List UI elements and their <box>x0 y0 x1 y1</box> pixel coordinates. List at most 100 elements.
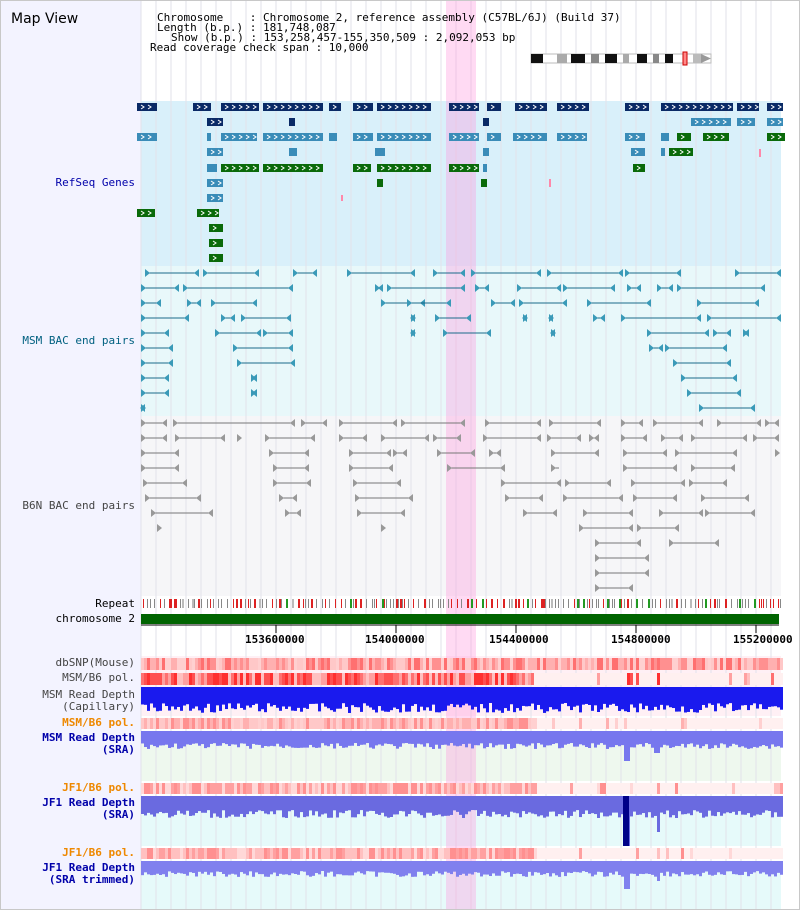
read-depth-bin <box>762 861 765 873</box>
jf1-read-depth-sra-label-1[interactable]: JF1 Read Depth <box>42 796 135 809</box>
refseq-genes-label[interactable]: RefSeq Genes <box>55 176 135 189</box>
polymorphism-bin <box>507 783 510 794</box>
polymorphism-bin <box>456 783 459 794</box>
polymorphism-bin <box>204 783 207 794</box>
polymorphism-bin <box>261 718 264 729</box>
jf1-read-depth-trimmed-label-1[interactable]: JF1 Read Depth <box>42 861 135 874</box>
polymorphism-bin <box>198 783 201 794</box>
jf1-b6-pol-trimmed-label[interactable]: JF1/B6 pol. <box>62 846 135 859</box>
arrow-marker <box>633 494 638 502</box>
polymorphism-bin <box>327 658 330 670</box>
polymorphism-bin <box>381 848 384 859</box>
polymorphism-bin <box>273 718 276 729</box>
arrow-marker <box>269 449 274 457</box>
polymorphism-bin <box>468 658 471 670</box>
polymorphism-bin <box>720 718 723 729</box>
arrow-marker <box>475 284 480 292</box>
read-depth-bin <box>393 861 396 874</box>
jf1-read-depth-trimmed-label-2[interactable]: (SRA trimmed) <box>48 873 135 886</box>
dbsnp-label[interactable]: dbSNP(Mouse) <box>55 656 135 669</box>
read-depth-bin <box>303 861 306 872</box>
polymorphism-bin <box>717 848 720 859</box>
polymorphism-bin <box>390 658 393 670</box>
msm-b6-pol-sra-label[interactable]: MSM/B6 pol. <box>62 716 135 729</box>
polymorphism-bin <box>354 848 357 859</box>
read-depth-bin <box>699 861 702 877</box>
arrow-marker <box>339 419 344 427</box>
polymorphism-bin <box>456 718 459 729</box>
read-depth-bin <box>432 796 435 816</box>
read-depth-bin <box>399 861 402 877</box>
read-depth-bin <box>408 796 411 815</box>
read-depth-bin <box>567 687 570 707</box>
polymorphism-bin <box>210 673 213 685</box>
polymorphism-bin <box>300 718 303 729</box>
b6n-bac-end-pairs-label[interactable]: B6N BAC end pairs <box>22 499 135 512</box>
polymorphism-bin <box>642 848 645 859</box>
jf1-read-depth-sra-label-2[interactable]: (SRA) <box>101 808 135 821</box>
read-depth-bin <box>405 796 408 817</box>
read-depth-bin <box>522 796 525 812</box>
read-depth-bin <box>351 731 354 746</box>
read-depth-bin <box>366 687 369 706</box>
arrow-marker <box>470 449 475 457</box>
repeat-element <box>281 599 282 608</box>
read-depth-bin <box>279 731 282 747</box>
msm-b6-pol-label[interactable]: MSM/B6 pol. <box>62 671 135 684</box>
polymorphism-bin <box>243 658 246 670</box>
arrow-marker <box>600 314 605 322</box>
polymorphism-bin <box>663 673 666 685</box>
polymorphism-bin <box>720 658 723 670</box>
polymorphism-bin <box>156 673 159 685</box>
selected-region-highlight[interactable] <box>446 1 476 909</box>
arrow-marker <box>500 464 505 472</box>
polymorphism-bin <box>243 848 246 859</box>
polymorphism-bin <box>375 848 378 859</box>
strand-mark <box>635 134 640 140</box>
read-depth-bin <box>195 731 198 744</box>
read-depth-bin <box>726 731 729 748</box>
msm-read-depth-capillary-label-1[interactable]: MSM Read Depth <box>42 688 135 701</box>
polymorphism-bin <box>465 848 468 859</box>
jf1-b6-pol-label[interactable]: JF1/B6 pol. <box>62 781 135 794</box>
polymorphism-bin <box>426 673 429 685</box>
polymorphism-bin <box>402 783 405 794</box>
read-depth-bin <box>354 861 357 873</box>
polymorphism-bin <box>381 658 384 670</box>
read-depth-bin <box>486 796 489 816</box>
polymorphism-bin <box>177 673 180 685</box>
polymorphism-bin <box>402 673 405 685</box>
strand-mark <box>245 104 250 110</box>
repeat-element <box>451 599 452 608</box>
msm-read-depth-sra-label-2[interactable]: (SRA) <box>101 743 135 756</box>
polymorphism-bin <box>675 718 678 729</box>
polymorphism-bin <box>495 658 498 670</box>
polymorphism-bin <box>522 673 525 685</box>
read-depth-bin <box>183 687 186 706</box>
msm-bac-end-pairs-label[interactable]: MSM BAC end pairs <box>22 334 135 347</box>
polymorphism-bin <box>312 848 315 859</box>
read-depth-bin <box>561 687 564 704</box>
msm-read-depth-capillary-label-2[interactable]: (Capillary) <box>62 700 135 713</box>
polymorphism-bin <box>171 718 174 729</box>
polymorphism-bin <box>414 848 417 859</box>
repeat-element <box>254 599 256 608</box>
read-depth-bin <box>384 861 387 873</box>
strand-mark <box>713 134 718 140</box>
polymorphism-bin <box>150 783 153 794</box>
read-depth-bin <box>633 731 636 748</box>
strand-mark <box>217 119 222 125</box>
arrow-marker <box>722 344 727 352</box>
read-depth-bin <box>510 687 513 705</box>
polymorphism-bin <box>555 783 558 794</box>
read-depth-bin <box>717 731 720 748</box>
read-depth-bin <box>282 796 285 818</box>
polymorphism-bin <box>357 673 360 685</box>
chromosome-ideogram[interactable] <box>1 1 800 71</box>
msm-read-depth-sra-label-1[interactable]: MSM Read Depth <box>42 731 135 744</box>
polymorphism-bin <box>516 673 519 685</box>
read-depth-bin <box>528 731 531 746</box>
read-depth-bin <box>258 687 261 712</box>
read-depth-bin <box>216 796 219 817</box>
